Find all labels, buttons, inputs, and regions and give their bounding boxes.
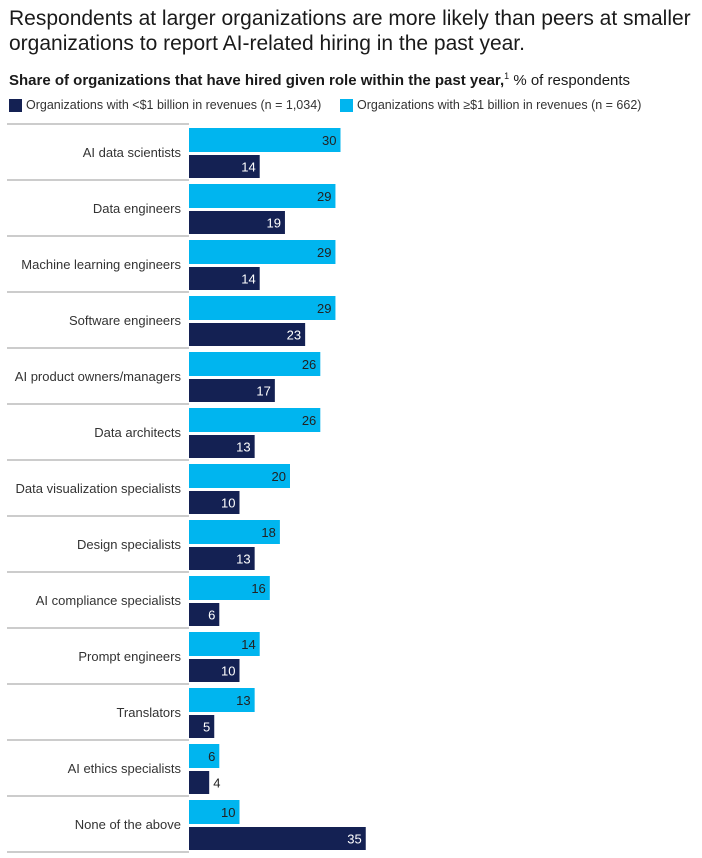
bar-small-orgs [189,547,255,570]
chart-subtitle: Share of organizations that have hired g… [9,71,630,89]
bar-small-orgs [189,659,240,682]
bar-small-orgs [189,267,260,290]
data-label: 18 [261,525,275,540]
data-label: 29 [317,301,331,316]
bar-large-orgs [189,688,255,712]
bar-small-orgs [189,827,366,850]
data-label: 35 [347,832,361,847]
bar-small-orgs [189,715,215,738]
data-label: 29 [317,245,331,260]
data-label: 4 [213,776,220,791]
bar-large-orgs [189,576,270,600]
legend-item-small-orgs: Organizations with <$1 billion in revenu… [9,98,321,112]
subtitle-bold: Share of organizations that have hired g… [9,72,505,89]
data-label: 26 [302,357,316,372]
category-label: Prompt engineers [78,649,181,664]
data-label: 23 [287,328,301,343]
bar-small-orgs [189,155,260,178]
data-label: 13 [236,552,250,567]
category-label: Translators [116,705,181,720]
data-label: 14 [241,272,255,287]
bar-large-orgs [189,632,260,656]
legend-label-small: Organizations with <$1 billion in revenu… [26,98,322,112]
data-label: 10 [221,496,235,511]
bar-small-orgs [189,435,255,458]
data-label: 6 [208,608,215,623]
category-label: Data architects [94,425,181,440]
bar-large-orgs [189,352,321,376]
bar-small-orgs [189,323,306,346]
category-label: None of the above [75,817,181,832]
data-label: 5 [203,720,210,735]
category-label: AI compliance specialists [36,593,182,608]
data-label: 13 [236,440,250,455]
data-label: 19 [266,216,280,231]
bar-small-orgs [189,491,240,514]
subtitle-unit: % of respondents [513,72,631,89]
bar-small-orgs [189,603,220,626]
footnote-marker: 1 [504,71,510,81]
category-label: Data visualization specialists [16,481,182,496]
data-label: 10 [221,805,235,820]
category-label: AI ethics specialists [68,761,182,776]
bar-large-orgs [189,296,336,320]
bar-large-orgs [189,240,336,264]
category-label: Machine learning engineers [21,257,181,272]
bar-large-orgs [189,520,280,544]
legend-item-large-orgs: Organizations with ≥$1 billion in revenu… [340,98,641,112]
chart-title: Respondents at larger organizations are … [9,7,691,55]
category-label: AI data scientists [83,145,182,160]
data-label: 17 [256,384,270,399]
bar-large-orgs [189,464,290,488]
legend-label-large: Organizations with ≥$1 billion in revenu… [357,98,642,112]
bar-small-orgs [189,771,210,794]
bar-large-orgs [189,184,336,208]
category-label: AI product owners/managers [15,369,182,384]
data-label: 16 [251,581,265,596]
category-label: Design specialists [77,537,182,552]
data-label: 13 [236,693,250,708]
category-label: Software engineers [69,313,182,328]
data-label: 14 [241,160,255,175]
bar-large-orgs [189,408,321,432]
bar-large-orgs [189,744,220,768]
legend-swatch-small [9,98,22,112]
data-label: 10 [221,664,235,679]
data-label: 30 [322,133,336,148]
data-label: 20 [272,469,286,484]
bar-large-orgs [189,128,341,152]
category-label: Data engineers [93,201,182,216]
bar-small-orgs [189,211,285,234]
bar-small-orgs [189,379,275,402]
data-label: 29 [317,189,331,204]
data-label: 26 [302,413,316,428]
data-label: 14 [241,637,255,652]
data-label: 6 [208,749,215,764]
legend-swatch-large [340,98,353,112]
bar-large-orgs [189,800,240,824]
